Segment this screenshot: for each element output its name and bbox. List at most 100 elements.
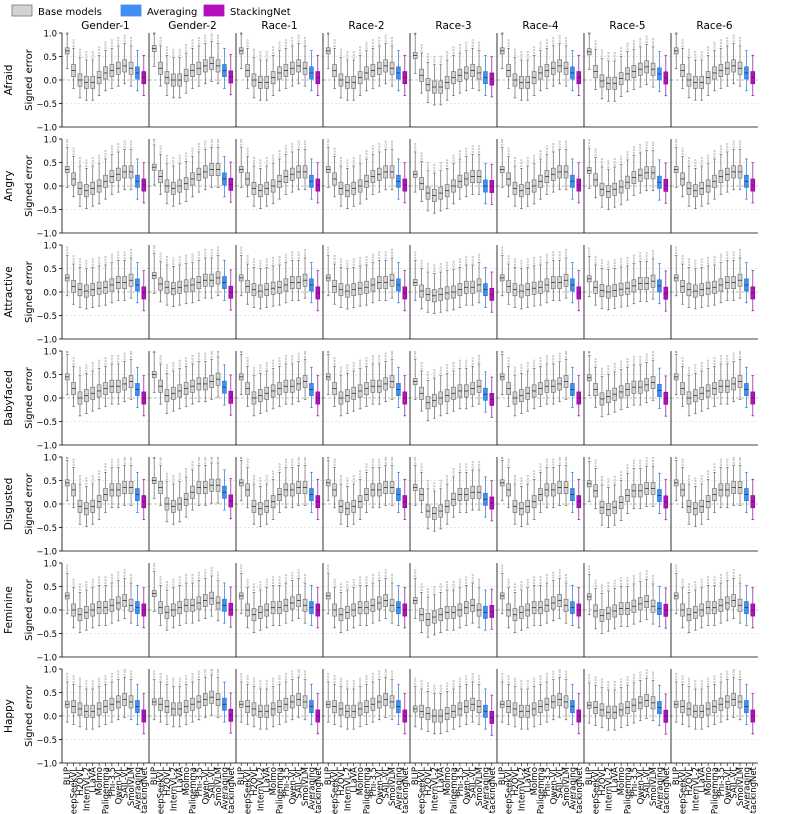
box-internvl-2	[606, 51, 611, 102]
outlier-point	[159, 148, 162, 151]
outlier-point	[607, 481, 610, 484]
box-internvl-2	[258, 259, 263, 310]
outlier-point	[452, 49, 455, 52]
outlier-point	[98, 470, 101, 473]
outlier-point	[352, 162, 355, 165]
box-blip	[499, 456, 505, 502]
box-sail-vl	[644, 457, 649, 507]
outlier-point	[420, 43, 423, 46]
outlier-point	[565, 254, 568, 257]
outlier-point	[465, 261, 468, 264]
box-sail-vl	[209, 350, 214, 400]
outlier-point	[359, 475, 362, 478]
outlier-point	[371, 360, 374, 363]
outlier-point	[739, 36, 742, 39]
outlier-point	[607, 478, 610, 481]
outlier-point	[297, 254, 300, 257]
outlier-point	[639, 149, 642, 152]
outlier-point	[626, 358, 629, 361]
outlier-point	[185, 360, 188, 363]
box-stackingnet	[315, 270, 321, 312]
outlier-point	[91, 364, 94, 367]
box-paligemma	[712, 357, 717, 407]
outlier-point	[91, 480, 94, 483]
outlier-point	[265, 367, 268, 370]
outlier-point	[639, 257, 642, 260]
panel	[61, 245, 149, 340]
outlier-point	[217, 138, 220, 141]
outlier-point	[675, 252, 678, 255]
outlier-point	[378, 148, 381, 151]
outlier-point	[378, 354, 381, 357]
panel	[235, 32, 323, 128]
box-blip	[412, 350, 418, 400]
outlier-point	[652, 353, 655, 356]
box-sail-vl	[122, 34, 127, 85]
outlier-point	[172, 364, 175, 367]
box-stackingnet	[663, 479, 669, 521]
box-internvl-2	[84, 51, 89, 101]
outlier-point	[391, 140, 394, 143]
box-deepseekvl	[593, 255, 598, 306]
outlier-point	[645, 353, 648, 356]
box-h2ovl	[251, 48, 257, 99]
outlier-point	[346, 480, 349, 483]
outlier-point	[594, 462, 597, 465]
box-qwen-vl	[376, 142, 382, 193]
box-phi-3-5	[109, 354, 115, 405]
outlier-point	[588, 250, 591, 253]
outlier-point	[278, 357, 281, 360]
outlier-point	[620, 471, 623, 474]
box-deepseekvl	[419, 43, 424, 94]
outlier-point	[439, 58, 442, 61]
outlier-point	[719, 458, 722, 461]
panel	[583, 245, 671, 340]
outlier-point	[433, 164, 436, 167]
outlier-point	[378, 464, 381, 467]
outlier-point	[632, 151, 635, 154]
outlier-point	[197, 459, 200, 462]
box-h2ovl	[599, 49, 605, 100]
outlier-point	[420, 364, 423, 367]
box-smolvlm	[215, 571, 221, 622]
outlier-point	[365, 360, 368, 363]
box-paligemma	[103, 463, 108, 513]
outlier-point	[719, 44, 722, 47]
outlier-point	[110, 145, 113, 148]
outlier-point	[339, 261, 342, 264]
box-internvl-2	[693, 51, 698, 101]
outlier-point	[291, 145, 294, 148]
outlier-point	[265, 261, 268, 264]
outlier-point	[339, 157, 342, 160]
outlier-point	[327, 350, 330, 353]
box-stackingnet	[402, 478, 408, 520]
box-internvl-2	[693, 477, 698, 527]
outlier-point	[739, 355, 742, 358]
outlier-point	[217, 246, 220, 249]
box-paligemma	[625, 464, 630, 514]
outlier-point	[78, 366, 81, 369]
outlier-point	[391, 251, 394, 254]
outlier-point	[645, 457, 648, 460]
outlier-point	[284, 458, 287, 461]
outlier-point	[645, 252, 648, 255]
box-llava	[699, 361, 705, 412]
outlier-point	[558, 352, 561, 355]
outlier-point	[297, 40, 300, 43]
outlier-point	[687, 366, 690, 369]
outlier-point	[675, 141, 678, 144]
outlier-point	[552, 464, 555, 467]
outlier-point	[339, 372, 342, 375]
box-deepseekvl	[158, 145, 163, 195]
outlier-point	[726, 360, 729, 363]
outlier-point	[359, 160, 362, 163]
outlier-point	[384, 40, 387, 43]
outlier-point	[333, 360, 336, 363]
box-llava	[438, 366, 444, 417]
outlier-point	[739, 353, 742, 356]
outlier-point	[365, 468, 368, 471]
outlier-point	[520, 53, 523, 56]
outlier-point	[452, 154, 455, 157]
outlier-point	[346, 369, 349, 372]
outlier-point	[620, 158, 623, 161]
